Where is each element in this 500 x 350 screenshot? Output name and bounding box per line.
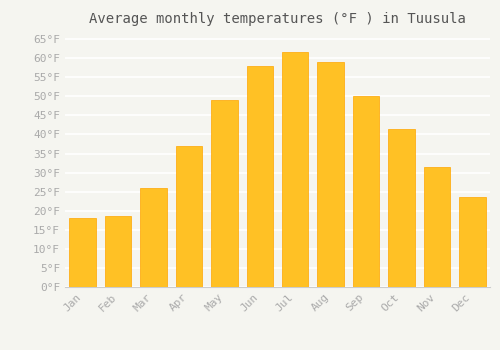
Bar [176, 146, 202, 287]
Bar [459, 197, 485, 287]
Bar [353, 96, 380, 287]
Bar [424, 167, 450, 287]
Bar [70, 218, 96, 287]
Bar [388, 129, 414, 287]
Bar [211, 100, 238, 287]
Bar [246, 66, 273, 287]
Title: Average monthly temperatures (°F ) in Tuusula: Average monthly temperatures (°F ) in Tu… [89, 12, 466, 26]
Bar [105, 216, 132, 287]
Bar [140, 188, 167, 287]
Bar [282, 52, 308, 287]
Bar [318, 62, 344, 287]
